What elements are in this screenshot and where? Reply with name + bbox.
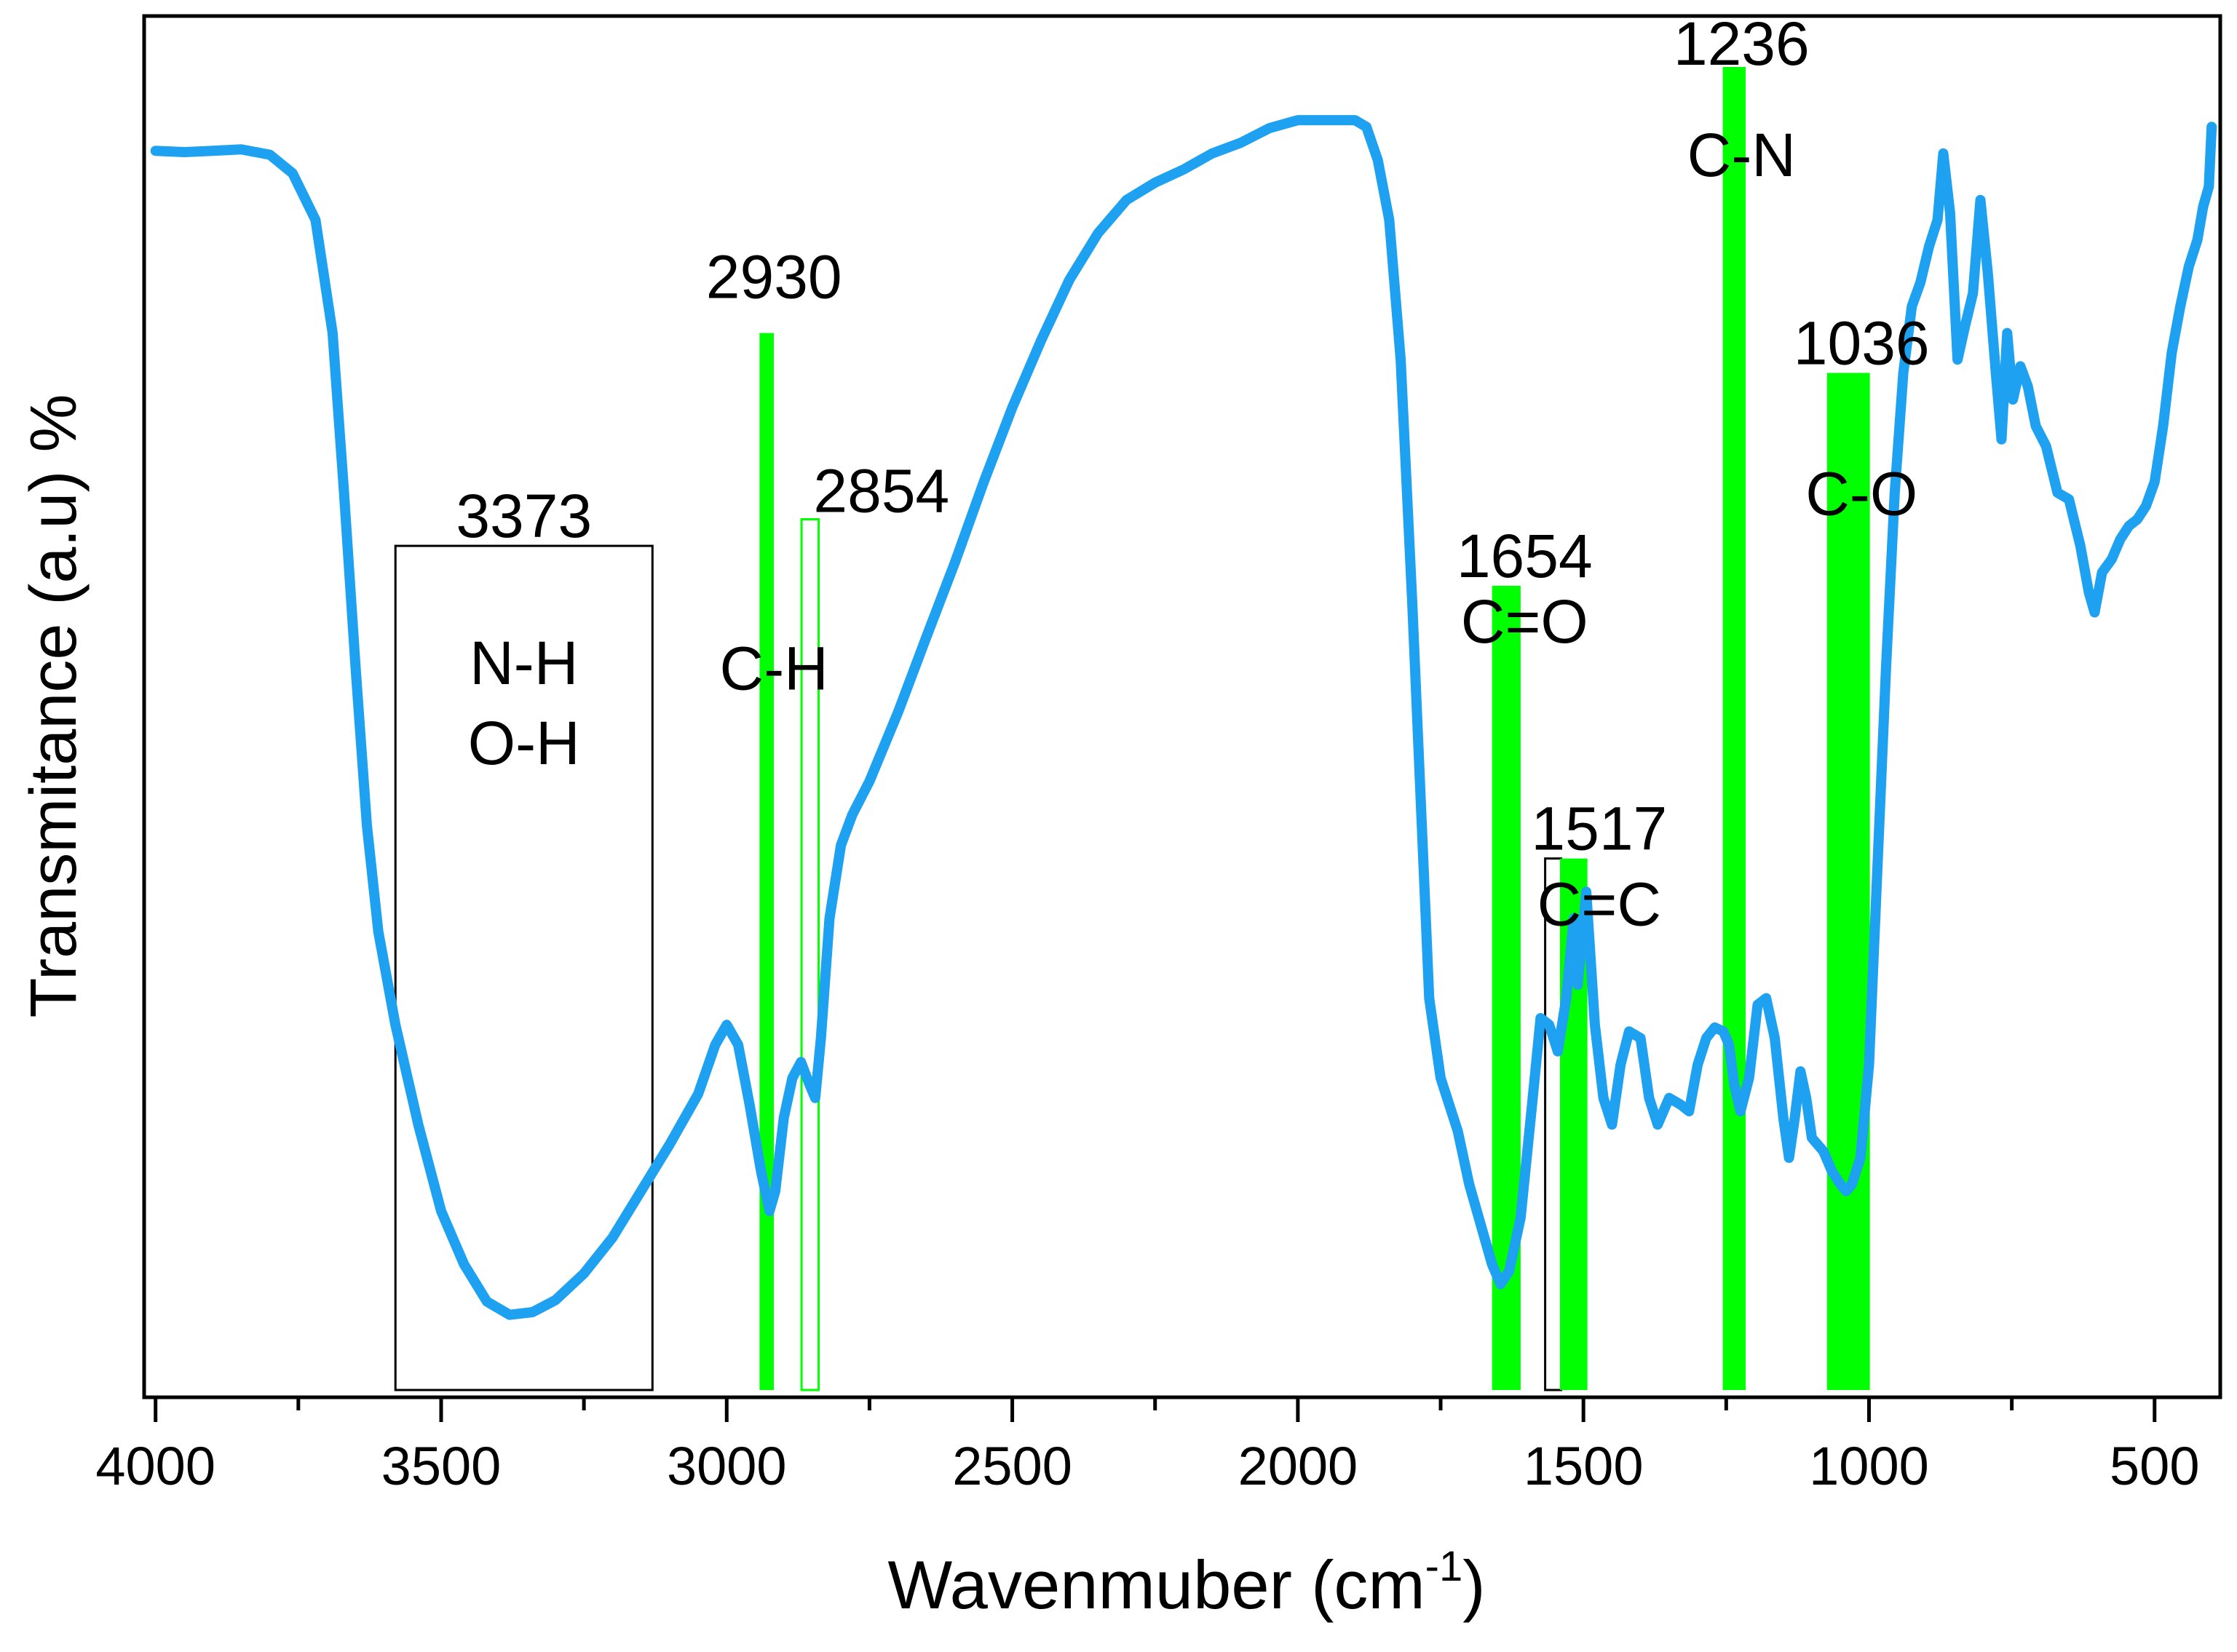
- annotation-2854-outline: [800, 518, 820, 1391]
- annotation-3373-group-2: O-H: [468, 709, 580, 777]
- annotation-3373-group-1: N-H: [470, 629, 578, 697]
- annotation-layer: [394, 67, 1870, 1391]
- annotation-2854-label: 2854: [813, 457, 949, 525]
- tick-layer: 4000 3500 3000 2500 2000 1500 1000 500: [95, 1397, 2200, 1496]
- x-tick-label-1500: 1500: [1524, 1436, 1644, 1496]
- x-tick-label-3500: 3500: [381, 1436, 502, 1496]
- x-tick-label-500: 500: [2110, 1436, 2199, 1496]
- x-tick-label-4000: 4000: [95, 1436, 215, 1496]
- axes-layer: [142, 14, 2222, 1399]
- annotation-2930-bar: [759, 333, 775, 1391]
- annotation-1036-label: 1036: [1794, 309, 1930, 377]
- y-axis-label: Transmitance (a.u) %: [17, 394, 90, 1018]
- annotation-1517-group: C=C: [1537, 870, 1661, 939]
- x-axis-label: Wavenmuber (cm-1): [887, 1543, 1485, 1623]
- annotation-2930-group: C-H: [720, 635, 828, 703]
- annotation-1236-label: 1236: [1674, 9, 1810, 78]
- x-tick-label-2500: 2500: [952, 1436, 1072, 1496]
- x-axis-label-superscript: -1: [1425, 1543, 1463, 1590]
- x-tick-label-1000: 1000: [1809, 1436, 1929, 1496]
- x-axis-label-suffix: ): [1462, 1546, 1485, 1623]
- x-tick-label-3000: 3000: [667, 1436, 787, 1496]
- x-tick-label-2000: 2000: [1238, 1436, 1358, 1496]
- annotation-1654-label: 1654: [1457, 522, 1593, 590]
- annotation-1236-bar: [1722, 67, 1746, 1390]
- series-line-0: [150, 115, 2217, 1320]
- annotation-1236-group: C-N: [1687, 121, 1796, 189]
- annotation-1036-bar: [1826, 373, 1870, 1391]
- annotation-2930-label: 2930: [706, 243, 842, 311]
- plot-frame: [142, 14, 2222, 1399]
- annotation-1517-label: 1517: [1531, 795, 1667, 863]
- series-layer: [150, 115, 2217, 1320]
- annotation-1036-group: C-O: [1805, 459, 1917, 528]
- annotation-3373-label: 3373: [456, 482, 592, 550]
- annotation-3373-box: [394, 544, 654, 1391]
- annotation-1654-group: C=O: [1461, 587, 1588, 656]
